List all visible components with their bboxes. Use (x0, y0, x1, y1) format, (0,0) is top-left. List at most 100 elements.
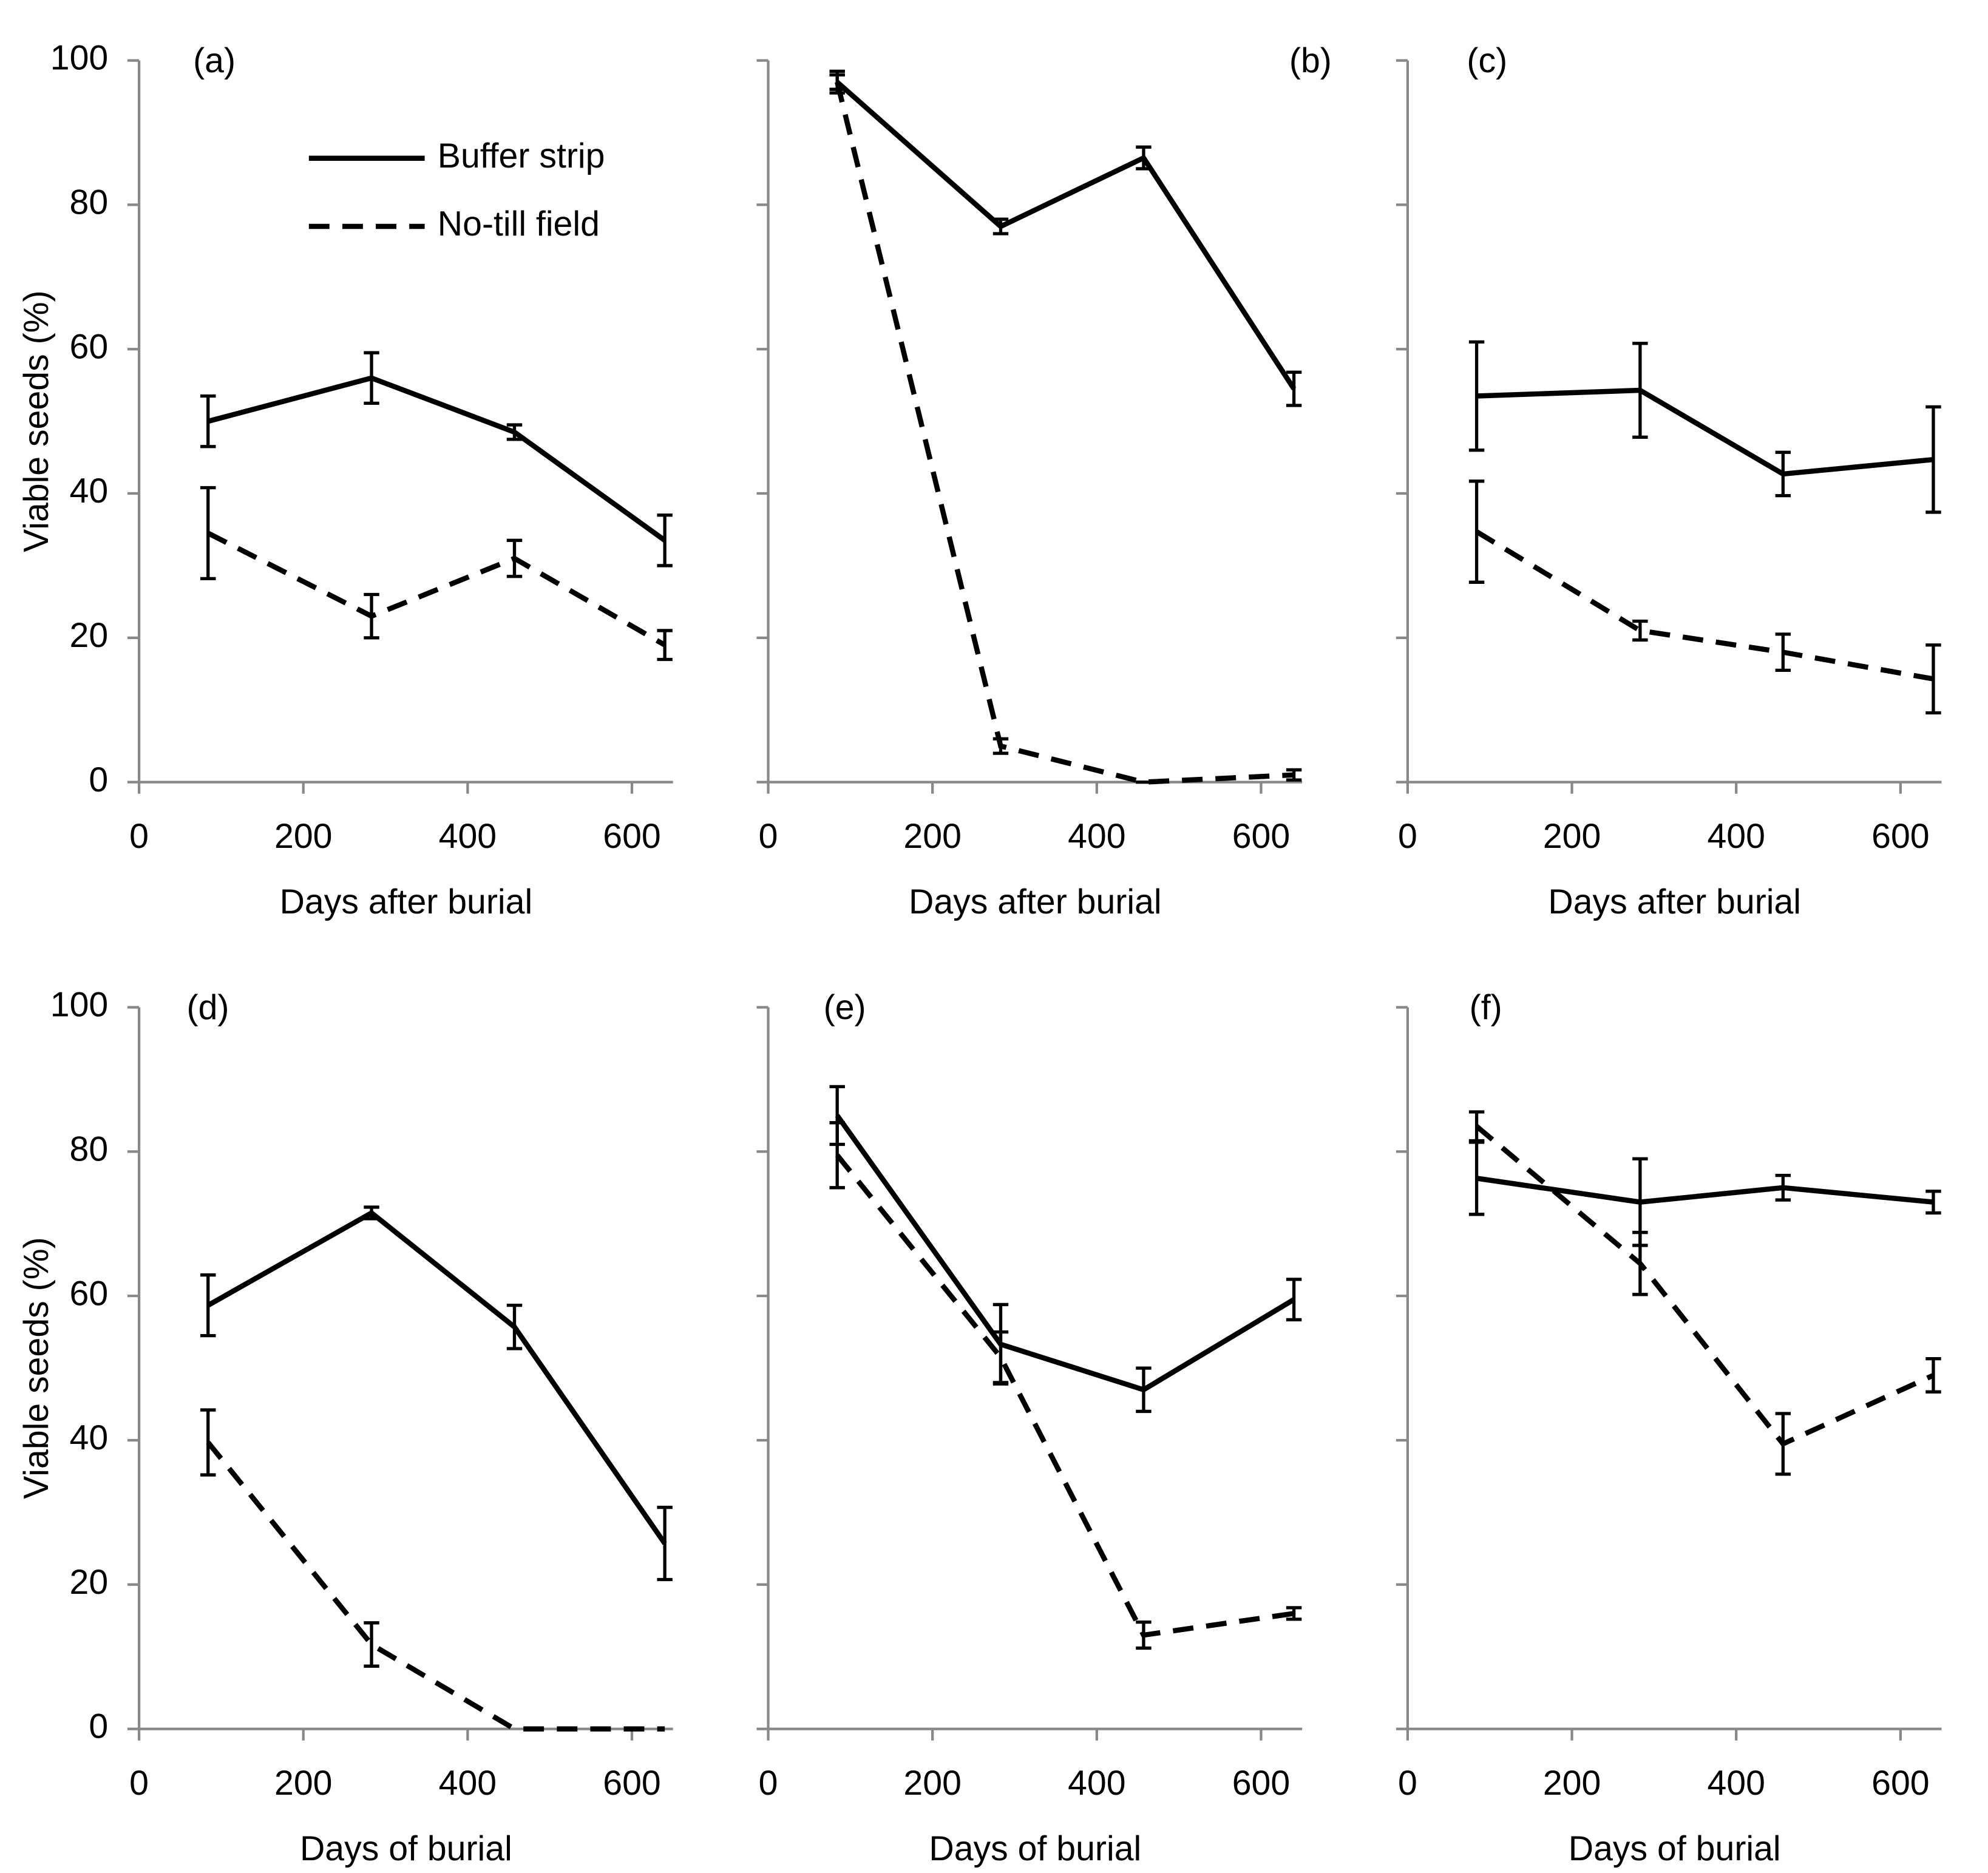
error-bar (1775, 1412, 1791, 1476)
y-tick-label: 0 (89, 760, 108, 799)
error-bar (506, 538, 523, 578)
error-bar (829, 1121, 845, 1190)
error-bar (1136, 1366, 1152, 1414)
error-bar (1286, 1278, 1302, 1322)
panel-title: (f) (1470, 988, 1502, 1027)
error-bar (992, 1330, 1009, 1384)
x-tick-label: 200 (274, 1764, 332, 1803)
series-line (206, 530, 667, 648)
x-axis-label: Days of burial (929, 1829, 1141, 1868)
y-tick-label: 80 (70, 1130, 109, 1168)
error-bar (992, 217, 1009, 235)
series-line (1476, 387, 1934, 477)
series-line (1476, 1176, 1934, 1205)
x-axis-label: Days after burial (909, 882, 1162, 921)
panel-title: (e) (824, 988, 866, 1027)
error-bar (1925, 1190, 1941, 1215)
x-tick-label: 0 (1398, 1764, 1417, 1803)
x-tick-label: 600 (603, 1764, 660, 1803)
error-bar (829, 73, 845, 91)
series-line (206, 1440, 665, 1732)
y-tick-label: 60 (70, 1274, 109, 1313)
series-line (206, 1210, 667, 1545)
legend-label: Buffer strip (438, 137, 605, 175)
x-tick-label: 0 (129, 1764, 149, 1803)
error-bar (364, 1205, 379, 1221)
x-tick-label: 0 (759, 817, 778, 856)
error-bar (1286, 768, 1302, 782)
x-tick-label: 200 (274, 817, 332, 856)
series-line (835, 81, 1294, 785)
x-tick-label: 0 (1398, 817, 1417, 856)
error-bar (1468, 340, 1485, 452)
x-tick-label: 600 (603, 817, 660, 856)
x-axis-label: Days of burial (1569, 1829, 1781, 1868)
error-bar (364, 592, 379, 640)
x-tick-label: 400 (1068, 817, 1125, 856)
error-bar (1925, 1356, 1941, 1394)
error-bar (506, 423, 523, 441)
error-bar (1775, 1173, 1791, 1202)
error-bar (506, 1303, 523, 1350)
error-bar (1925, 643, 1941, 715)
series-line (835, 1153, 1295, 1638)
y-tick-label: 40 (70, 472, 109, 510)
x-tick-label: 200 (903, 1764, 961, 1803)
x-tick-label: 400 (1707, 817, 1765, 856)
x-tick-label: 400 (1068, 1764, 1125, 1803)
error-bar (1468, 1110, 1485, 1143)
y-axis-label: Viable seeds (%) (17, 290, 56, 552)
series-line (1475, 529, 1934, 682)
legend-label: No-till field (438, 205, 600, 243)
panel-title: (c) (1467, 41, 1507, 80)
error-bar (364, 351, 379, 405)
x-tick-label: 200 (903, 817, 961, 856)
y-tick-label: 80 (70, 183, 109, 222)
y-tick-label: 100 (50, 986, 108, 1025)
series-line (835, 80, 1297, 390)
x-tick-label: 400 (439, 817, 497, 856)
error-bar (1468, 479, 1485, 584)
x-tick-label: 400 (1707, 1764, 1765, 1803)
error-bar (1925, 405, 1941, 514)
y-tick-label: 40 (70, 1418, 109, 1457)
error-bar (200, 1273, 216, 1338)
x-tick-label: 0 (759, 1764, 778, 1803)
x-axis-label: Days after burial (1548, 882, 1801, 921)
error-bar (992, 737, 1009, 755)
y-axis-label: Viable seeds (%) (17, 1237, 56, 1499)
error-bar (657, 1505, 673, 1582)
panel-title: (b) (1289, 41, 1332, 80)
y-tick-label: 0 (89, 1707, 108, 1746)
x-tick-label: 600 (1871, 817, 1929, 856)
error-bar (1136, 1620, 1152, 1650)
error-bar (1632, 342, 1648, 439)
x-axis-label: Days of burial (300, 1829, 512, 1868)
error-bar (200, 486, 216, 580)
x-tick-label: 400 (439, 1764, 497, 1803)
error-bar (1136, 145, 1152, 171)
error-bar (200, 1408, 216, 1477)
error-bar (1286, 1606, 1302, 1621)
panel-title: (a) (193, 41, 236, 80)
error-bar (1632, 619, 1648, 642)
x-tick-label: 200 (1543, 817, 1601, 856)
x-axis-label: Days after burial (280, 882, 533, 921)
error-bar (1632, 1230, 1648, 1296)
error-bar (1286, 370, 1302, 407)
error-bar (1775, 632, 1791, 672)
x-tick-label: 600 (1232, 817, 1290, 856)
y-tick-label: 60 (70, 327, 109, 366)
x-tick-label: 0 (129, 817, 149, 856)
error-bar (200, 394, 216, 449)
y-tick-label: 20 (70, 616, 109, 655)
panel-title: (d) (187, 988, 229, 1027)
series-line (1474, 1124, 1935, 1448)
error-bar (657, 513, 673, 567)
error-bar (1775, 450, 1791, 498)
x-tick-label: 600 (1232, 1764, 1290, 1803)
x-tick-label: 200 (1543, 1764, 1601, 1803)
x-tick-label: 600 (1871, 1764, 1929, 1803)
error-bar (657, 629, 673, 662)
